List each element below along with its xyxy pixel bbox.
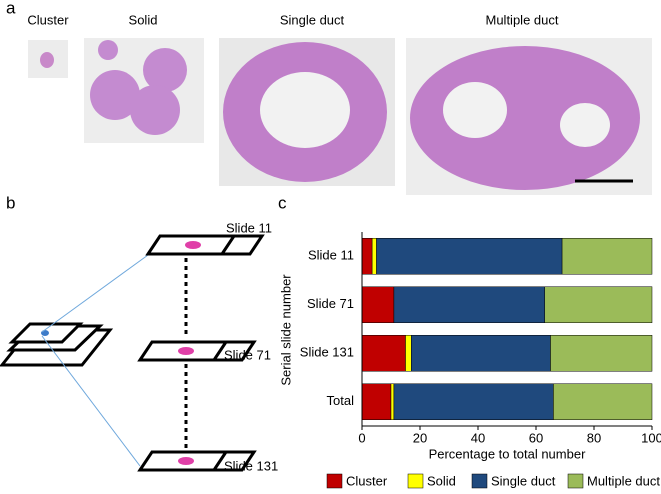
slide-label: Slide 11 <box>226 220 272 235</box>
image-label: Single duct <box>280 12 345 27</box>
bar-segment <box>376 238 563 275</box>
legend-swatch <box>326 473 343 489</box>
bar-segment <box>371 238 377 275</box>
y-axis-title: Serial slide number <box>278 274 293 386</box>
bar-segment <box>550 335 653 372</box>
bar-segment <box>393 286 545 323</box>
legend-swatch <box>567 473 584 489</box>
x-tick-label: 40 <box>471 430 485 445</box>
bar-segment <box>411 335 551 372</box>
legend-label: Cluster <box>346 473 388 488</box>
slide-diagram <box>0 234 265 472</box>
legend-swatch <box>407 473 424 489</box>
y-tick-label: Slide 11 <box>308 248 354 263</box>
bar-segment <box>361 335 406 372</box>
histology-images <box>28 38 652 195</box>
x-tick-label: 0 <box>358 430 365 445</box>
legend-label: Solid <box>427 473 456 488</box>
bar-segment <box>361 383 392 420</box>
legend-label: Single duct <box>491 473 556 488</box>
bar-segment <box>544 286 653 323</box>
slide-label: Slide 71 <box>224 347 271 362</box>
image-label: Multiple duct <box>486 12 559 27</box>
x-tick-label: 100 <box>641 430 661 445</box>
bar-segment <box>361 238 373 275</box>
bar-segment <box>393 383 554 420</box>
y-tick-label: Slide 131 <box>300 345 354 360</box>
bar-segment <box>361 286 395 323</box>
x-tick-label: 60 <box>529 430 543 445</box>
panel-letter: c <box>278 193 287 212</box>
x-tick-label: 20 <box>413 430 427 445</box>
panel-letter: a <box>6 0 16 17</box>
bar-segment <box>553 383 653 420</box>
x-tick-label: 80 <box>587 430 601 445</box>
bar-segment <box>561 238 653 275</box>
y-tick-label: Slide 71 <box>307 296 354 311</box>
legend-label: Multiple duct <box>587 473 660 488</box>
image-label: Cluster <box>27 12 69 27</box>
panel-letter: b <box>6 193 15 212</box>
y-tick-label: Total <box>327 393 355 408</box>
bar-segment <box>390 383 395 420</box>
image-label: Solid <box>129 12 158 27</box>
legend-swatch <box>471 473 488 489</box>
bar-segment <box>405 335 412 372</box>
slide-label: Slide 131 <box>224 458 278 473</box>
x-axis-title: Percentage to total number <box>429 446 586 461</box>
